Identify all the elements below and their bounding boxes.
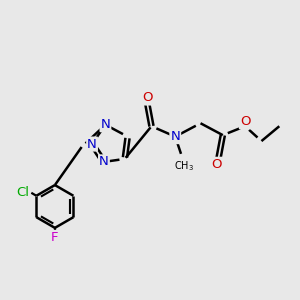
Text: CH$_3$: CH$_3$	[174, 160, 194, 173]
Text: N: N	[170, 130, 180, 143]
Text: O: O	[240, 115, 250, 128]
Text: O: O	[142, 92, 152, 104]
Text: Cl: Cl	[16, 186, 29, 199]
Text: F: F	[51, 231, 59, 244]
Text: N: N	[87, 138, 97, 151]
Text: N: N	[100, 118, 110, 131]
Text: O: O	[212, 158, 222, 171]
Text: N: N	[99, 155, 109, 168]
